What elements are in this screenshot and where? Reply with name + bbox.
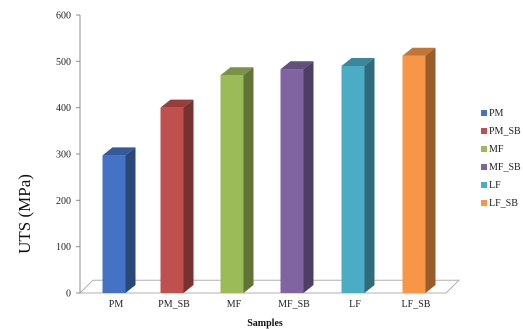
- legend-label: MF_SB: [489, 162, 521, 173]
- legend-swatch: [481, 128, 487, 134]
- y-tick-label: 400: [56, 103, 71, 114]
- bar: [220, 67, 254, 293]
- bar-top: [280, 61, 314, 70]
- x-tick-label: PM_SB: [158, 299, 190, 310]
- y-tick-label: 200: [56, 196, 71, 207]
- chart-floor: [78, 279, 461, 294]
- legend-label: PM: [489, 108, 504, 119]
- x-tick-label: MF_SB: [278, 299, 310, 310]
- bar-top: [341, 57, 375, 66]
- legend-swatch: [481, 182, 487, 188]
- bar: [341, 57, 375, 293]
- bar-side: [303, 61, 314, 294]
- x-axis-label: Samples: [247, 318, 283, 329]
- legend-item: PM: [481, 108, 504, 119]
- bar-side: [183, 99, 194, 294]
- bar-front: [102, 155, 126, 293]
- legend-label: LF_SB: [489, 198, 518, 209]
- bar-front: [220, 75, 244, 293]
- bar-top: [102, 147, 136, 156]
- bar: [280, 61, 314, 294]
- y-axis-label: UTS (MPa): [15, 174, 34, 254]
- y-axis: 0 100 200 300 400 500 600: [56, 11, 81, 300]
- y-tick-label: 500: [56, 57, 71, 68]
- bar-side: [243, 67, 254, 293]
- bar-top: [402, 47, 436, 56]
- legend-label: LF: [489, 180, 501, 191]
- bar-front: [280, 69, 304, 294]
- x-tick-label: MF: [227, 299, 242, 310]
- bars: [102, 47, 436, 294]
- x-tick-label: PM: [109, 299, 124, 310]
- legend-item: PM_SB: [481, 126, 521, 137]
- bar: [160, 99, 194, 294]
- legend: PM PM_SB MF MF_SB LF LF_SB: [481, 108, 521, 209]
- bar-top: [220, 67, 254, 76]
- bar: [102, 147, 136, 293]
- legend-label: MF: [489, 144, 504, 155]
- legend-item: LF_SB: [481, 198, 518, 209]
- bar-front: [402, 55, 426, 294]
- legend-item: LF: [481, 180, 501, 191]
- legend-item: MF: [481, 144, 504, 155]
- legend-item: MF_SB: [481, 162, 521, 173]
- y-tick-label: 0: [66, 289, 71, 300]
- bar-front: [160, 107, 184, 294]
- bar-side: [364, 57, 375, 293]
- bar-side: [125, 147, 136, 293]
- y-tick-label: 300: [56, 150, 71, 161]
- chart-floor-plane: [78, 279, 461, 294]
- legend-swatch: [481, 200, 487, 206]
- bar-front: [341, 65, 365, 293]
- legend-swatch: [481, 110, 487, 116]
- x-tick-label: LF_SB: [402, 299, 431, 310]
- legend-swatch: [481, 146, 487, 152]
- legend-swatch: [481, 164, 487, 170]
- bar-side: [425, 47, 436, 294]
- x-tick-labels: PM PM_SB MF MF_SB LF LF_SB: [109, 299, 431, 310]
- x-tick-label: LF: [349, 299, 361, 310]
- y-tick-label: 600: [56, 11, 71, 22]
- y-tick-label: 100: [56, 242, 71, 253]
- legend-label: PM_SB: [489, 126, 521, 137]
- bar-top: [160, 99, 194, 108]
- bar: [402, 47, 436, 294]
